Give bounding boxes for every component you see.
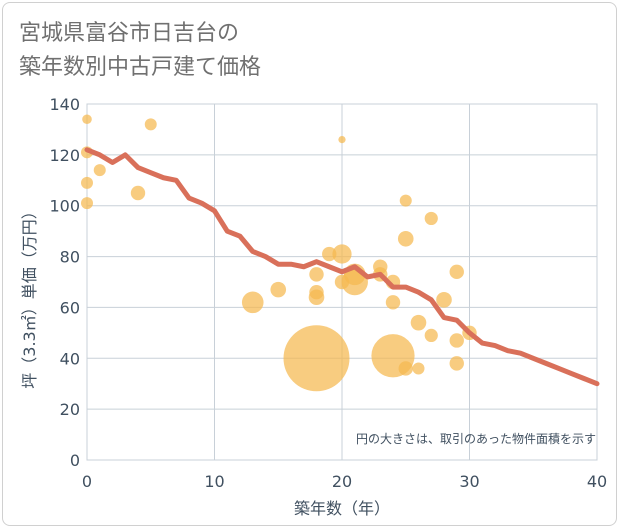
bubble	[283, 325, 350, 392]
x-tick-label: 40	[587, 472, 607, 491]
bubble	[309, 267, 324, 282]
bubble	[424, 328, 438, 342]
bubble	[322, 246, 337, 262]
bubble	[130, 185, 146, 201]
bubble	[82, 114, 92, 125]
bubble	[338, 136, 346, 144]
y-tick-label: 100	[49, 197, 80, 216]
bubble	[270, 281, 287, 298]
bubble	[424, 211, 438, 226]
bubble	[81, 176, 93, 189]
bubble	[81, 197, 93, 210]
bubble	[449, 356, 464, 371]
bubble	[449, 264, 464, 280]
bubble	[397, 230, 414, 247]
y-tick-label: 20	[60, 400, 80, 419]
bubble	[93, 164, 106, 177]
x-tick-label: 0	[82, 472, 92, 491]
y-tick-label: 60	[60, 298, 80, 317]
chart-title-line-1: 宮城県富谷市日吉台の	[19, 21, 240, 46]
trend-line	[84, 147, 600, 387]
bubble	[144, 118, 157, 131]
bubble	[332, 244, 352, 264]
bubble	[341, 268, 368, 296]
size-note: 円の大きさは、取引のあった物件面積を示す	[356, 431, 596, 446]
bubble	[449, 333, 464, 348]
y-tick-labels: 0 20 40 60 80 100 120 140	[49, 95, 80, 470]
bubble	[410, 314, 427, 331]
bubble	[385, 295, 401, 310]
trend-polyline	[84, 147, 600, 387]
x-tick-labels: 0 10 20 30 40	[82, 472, 607, 491]
x-axis-label: 築年数（年）	[294, 499, 390, 518]
y-axis-label: 坪（3.3㎡）単価（万円）	[20, 203, 39, 388]
bubble	[412, 362, 425, 375]
bubble	[241, 291, 264, 314]
y-tick-label: 120	[49, 146, 80, 165]
grid-lines	[86, 103, 598, 461]
y-tick-label: 0	[70, 451, 80, 470]
bubbles	[81, 114, 477, 392]
chart-title-line-2: 築年数別中古戸建て価格	[19, 55, 262, 80]
y-tick-label: 80	[60, 248, 80, 267]
x-tick-label: 20	[332, 472, 352, 491]
y-tick-label: 40	[60, 349, 80, 368]
bubble	[398, 361, 413, 376]
bubble	[308, 289, 325, 306]
x-tick-label: 10	[204, 472, 224, 491]
bubble	[399, 194, 412, 207]
bubble	[436, 292, 452, 308]
y-tick-label: 140	[49, 95, 80, 114]
x-tick-label: 30	[459, 472, 479, 491]
chart-title: 宮城県富谷市日吉台の 築年数別中古戸建て価格	[19, 17, 261, 85]
